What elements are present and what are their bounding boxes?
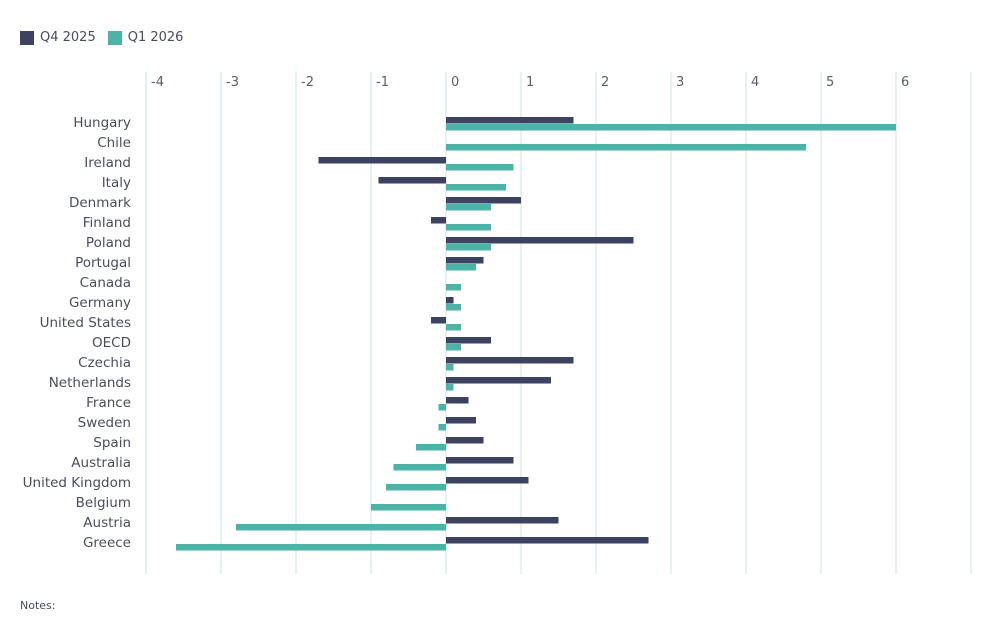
category-label: Italy bbox=[102, 175, 131, 191]
bar-q1-2026 bbox=[236, 524, 446, 531]
category-label: Chile bbox=[97, 135, 131, 151]
x-tick-label: 0 bbox=[451, 75, 459, 90]
bar-q4-2025 bbox=[446, 397, 469, 404]
notes-label: Notes: bbox=[20, 599, 56, 612]
bar-q4-2025 bbox=[318, 157, 446, 164]
bar-q4-2025 bbox=[446, 237, 634, 244]
x-tick-label: 1 bbox=[526, 75, 534, 90]
bar-q1-2026 bbox=[446, 244, 491, 251]
bar-q1-2026 bbox=[446, 124, 896, 131]
bar-q4-2025 bbox=[446, 377, 551, 384]
bar-q1-2026 bbox=[446, 304, 461, 311]
bar-q4-2025 bbox=[378, 177, 446, 184]
bar-q1-2026 bbox=[446, 284, 461, 291]
category-label: Poland bbox=[86, 235, 131, 251]
bar-q4-2025 bbox=[446, 297, 454, 304]
category-label: Greece bbox=[83, 535, 131, 551]
bar-q4-2025 bbox=[446, 357, 574, 364]
bar-q1-2026 bbox=[438, 404, 446, 411]
bar-q4-2025 bbox=[431, 217, 446, 224]
x-tick-label: -2 bbox=[301, 75, 314, 90]
bar-q1-2026 bbox=[446, 204, 491, 211]
x-tick-label: 5 bbox=[826, 75, 834, 90]
bar-q1-2026 bbox=[446, 184, 506, 191]
bar-q4-2025 bbox=[446, 437, 484, 444]
x-tick-label: -1 bbox=[376, 75, 389, 90]
category-label: United Kingdom bbox=[23, 475, 131, 491]
bar-q4-2025 bbox=[446, 337, 491, 344]
x-tick-label: 4 bbox=[751, 75, 759, 90]
bar-q1-2026 bbox=[446, 264, 476, 271]
category-label: United States bbox=[40, 315, 131, 331]
category-label: Portugal bbox=[75, 255, 131, 271]
category-label: Denmark bbox=[69, 195, 131, 211]
bar-q1-2026 bbox=[446, 384, 454, 391]
x-tick-label: -3 bbox=[226, 75, 239, 90]
bar-q4-2025 bbox=[446, 477, 529, 484]
bar-q4-2025 bbox=[446, 417, 476, 424]
category-label: Spain bbox=[93, 435, 131, 451]
legend-label-q1-2026: Q1 2026 bbox=[127, 30, 184, 45]
bar-q1-2026 bbox=[438, 424, 446, 431]
bar-q1-2026 bbox=[416, 444, 446, 451]
category-label: Australia bbox=[71, 455, 131, 471]
bar-q1-2026 bbox=[446, 344, 461, 351]
category-label: Netherlands bbox=[49, 375, 131, 391]
category-label: Belgium bbox=[76, 495, 131, 511]
bar-q1-2026 bbox=[446, 144, 806, 151]
bar-q1-2026 bbox=[446, 164, 514, 171]
bar-q1-2026 bbox=[446, 364, 454, 371]
category-label: Czechia bbox=[78, 355, 131, 371]
bar-q1-2026 bbox=[371, 504, 446, 511]
legend: Q4 2025 Q1 2026 bbox=[20, 30, 195, 45]
category-label: France bbox=[86, 395, 131, 411]
x-tick-label: 2 bbox=[601, 75, 609, 90]
bar-q4-2025 bbox=[446, 197, 521, 204]
category-label: Hungary bbox=[73, 115, 131, 131]
category-label: OECD bbox=[92, 335, 131, 351]
bar-q4-2025 bbox=[446, 257, 484, 264]
legend-swatch-q1-2026 bbox=[107, 30, 122, 45]
category-label: Sweden bbox=[78, 415, 131, 431]
bar-q4-2025 bbox=[446, 457, 514, 464]
bar-q1-2026 bbox=[446, 324, 461, 331]
bar-q4-2025 bbox=[446, 117, 574, 124]
bar-q1-2026 bbox=[393, 464, 446, 471]
bar-q4-2025 bbox=[446, 537, 649, 544]
legend-item-q1-2026[interactable]: Q1 2026 bbox=[107, 30, 184, 45]
bar-q1-2026 bbox=[386, 484, 446, 491]
legend-label-q4-2025: Q4 2025 bbox=[40, 30, 96, 45]
category-label: Canada bbox=[80, 275, 131, 291]
legend-swatch-q4-2025 bbox=[20, 30, 34, 45]
category-label: Austria bbox=[83, 515, 131, 531]
category-label: Germany bbox=[69, 295, 131, 311]
bar-q4-2025 bbox=[446, 517, 559, 524]
category-label: Finland bbox=[83, 215, 131, 231]
bar-q4-2025 bbox=[431, 317, 446, 324]
bar-q1-2026 bbox=[176, 544, 446, 551]
legend-item-q4-2025[interactable]: Q4 2025 bbox=[20, 30, 96, 45]
bar-q1-2026 bbox=[446, 224, 491, 231]
x-tick-label: 3 bbox=[676, 75, 684, 90]
x-tick-label: 6 bbox=[901, 75, 909, 90]
x-tick-label: -4 bbox=[151, 75, 164, 90]
category-label: Ireland bbox=[84, 155, 131, 171]
